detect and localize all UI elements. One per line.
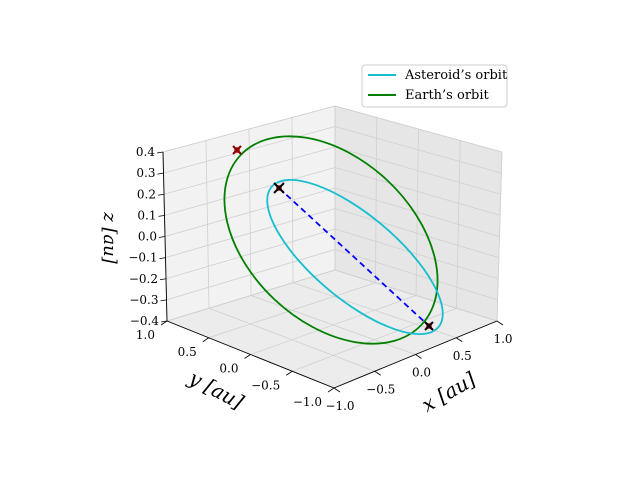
y-tick-mark xyxy=(202,337,209,343)
z-tick-label: −0.4 xyxy=(130,314,160,328)
y-tick-mark xyxy=(327,387,335,393)
z-tick-label: 0.4 xyxy=(136,145,155,159)
asteroid-orbit-line xyxy=(266,179,444,335)
z-tick-label: −0.3 xyxy=(129,293,158,307)
earth-orbit-line xyxy=(223,135,439,345)
x-grid-line xyxy=(375,117,378,283)
z-axis-label: z [au] xyxy=(99,211,120,265)
z-tick-mark xyxy=(159,278,167,281)
asteroid-marker xyxy=(273,182,285,194)
legend: Asteroid’s orbit Earth’s orbit xyxy=(361,64,508,108)
y-grid-line xyxy=(248,128,252,296)
z-tick-label: 0.1 xyxy=(137,208,156,222)
z-tick-mark xyxy=(159,257,166,260)
x-floor-grid-line xyxy=(334,269,498,322)
z-tick-mark xyxy=(156,151,164,154)
z-tick-mark xyxy=(158,214,165,217)
x-floor-grid-line xyxy=(250,295,416,355)
x-tick-mark xyxy=(374,370,381,376)
y-grid-line xyxy=(205,140,210,309)
orbit-curves xyxy=(223,135,444,345)
y-tick-label: −1.0 xyxy=(293,395,322,409)
x-tick-mark xyxy=(496,320,504,326)
z-tick-mark xyxy=(160,299,167,302)
z-tick-mark xyxy=(158,236,166,238)
legend-label-earth: Earth’s orbit xyxy=(405,88,490,103)
z-tick-label: 0.2 xyxy=(137,187,156,201)
x-tick-label: −1.0 xyxy=(325,399,354,413)
tick-labels: 0.40.30.20.10.0−0.1−0.2−0.3−0.41.00.50.0… xyxy=(128,145,512,413)
y-tick-label: 0.5 xyxy=(178,345,197,359)
x-grid-line xyxy=(496,151,503,322)
x-floor-grid-line xyxy=(208,307,375,372)
z-axis-line xyxy=(162,151,168,322)
x-grid-line xyxy=(415,128,419,296)
z-tick-label: 0.0 xyxy=(138,230,157,244)
z-tick-label: 0.3 xyxy=(136,166,155,180)
arrival-marker xyxy=(424,321,434,331)
y-tick-label: −0.5 xyxy=(251,378,280,392)
x-tick-label: 1.0 xyxy=(493,332,512,346)
z-tick-mark xyxy=(157,193,165,196)
x-tick-label: 0.0 xyxy=(412,366,431,380)
legend-label-asteroid: Asteroid’s orbit xyxy=(404,68,508,83)
x-tick-mark xyxy=(333,387,341,393)
earth-start-marker xyxy=(232,145,242,155)
transfer-dashed-line xyxy=(278,187,430,327)
x-tick-mark xyxy=(456,337,463,343)
z-tick-mark xyxy=(160,320,168,323)
x-tick-label: 0.5 xyxy=(453,349,472,363)
axis-lines xyxy=(156,151,504,393)
z-tick-label: −0.1 xyxy=(128,251,157,265)
y-tick-mark xyxy=(160,320,168,326)
z-tick-mark xyxy=(157,172,164,175)
y-tick-mark xyxy=(244,354,251,359)
grid-lines xyxy=(162,105,503,389)
y-tick-label: 0.0 xyxy=(219,362,238,376)
x-tick-mark xyxy=(415,354,422,359)
y-axis-line xyxy=(166,320,335,389)
x-grid-line xyxy=(456,140,461,309)
x-axis-line xyxy=(333,320,498,389)
z-tick-label: −0.2 xyxy=(129,272,158,286)
legend-box xyxy=(361,64,508,108)
y-tick-label: 1.0 xyxy=(136,328,155,342)
x-tick-label: −0.5 xyxy=(366,382,395,396)
y-tick-mark xyxy=(286,370,293,376)
